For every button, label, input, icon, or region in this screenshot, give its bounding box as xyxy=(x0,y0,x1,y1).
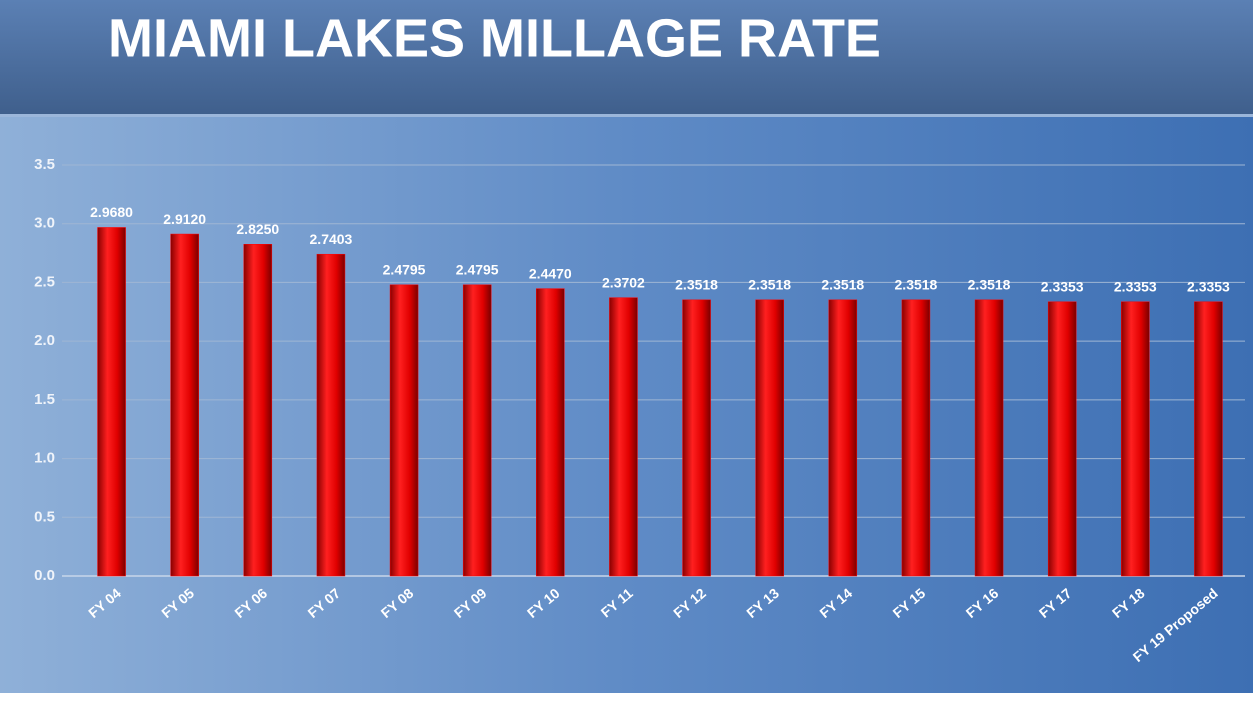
value-label: 2.3702 xyxy=(602,274,645,290)
y-tick-label: 1.0 xyxy=(34,450,55,467)
y-tick-label: 3.0 xyxy=(34,215,55,232)
bar xyxy=(97,227,126,577)
value-label: 2.3353 xyxy=(1187,278,1230,294)
value-label: 2.9680 xyxy=(90,204,133,220)
value-label: 2.3518 xyxy=(675,277,718,293)
bar xyxy=(316,253,346,577)
bar xyxy=(243,244,273,577)
bar xyxy=(462,284,492,577)
bar xyxy=(1121,301,1150,577)
y-tick-label: 0.0 xyxy=(34,567,55,584)
value-label: 2.4795 xyxy=(456,262,499,278)
y-tick-label: 3.5 xyxy=(34,156,55,173)
value-label: 2.3518 xyxy=(748,277,791,293)
bar xyxy=(755,299,784,577)
bar xyxy=(536,288,565,577)
value-label: 2.8250 xyxy=(236,221,279,237)
value-label: 2.3353 xyxy=(1114,278,1157,294)
y-tick-label: 0.5 xyxy=(34,508,55,525)
value-label: 2.3518 xyxy=(895,277,938,293)
value-label: 2.4470 xyxy=(529,265,572,281)
bar xyxy=(1194,301,1223,577)
chart-title: MIAMI LAKES MILLAGE RATE xyxy=(108,8,881,68)
bar xyxy=(1047,301,1077,577)
y-tick-label: 2.5 xyxy=(34,273,55,290)
value-label: 2.9120 xyxy=(163,211,206,227)
value-label: 2.3518 xyxy=(968,277,1011,293)
bar xyxy=(974,299,1004,577)
value-label: 2.7403 xyxy=(310,231,353,247)
value-label: 2.3353 xyxy=(1041,278,1084,294)
y-tick-label: 2.0 xyxy=(34,332,55,349)
bar xyxy=(901,299,931,577)
bar xyxy=(170,233,199,577)
bar xyxy=(828,299,858,577)
bar xyxy=(609,297,638,577)
bar xyxy=(682,299,711,577)
banner-edge xyxy=(0,114,1253,117)
value-label: 2.3518 xyxy=(821,277,864,293)
y-tick-label: 1.5 xyxy=(34,391,55,408)
title-banner xyxy=(0,0,1253,115)
bar xyxy=(389,284,419,577)
value-label: 2.4795 xyxy=(383,262,426,278)
